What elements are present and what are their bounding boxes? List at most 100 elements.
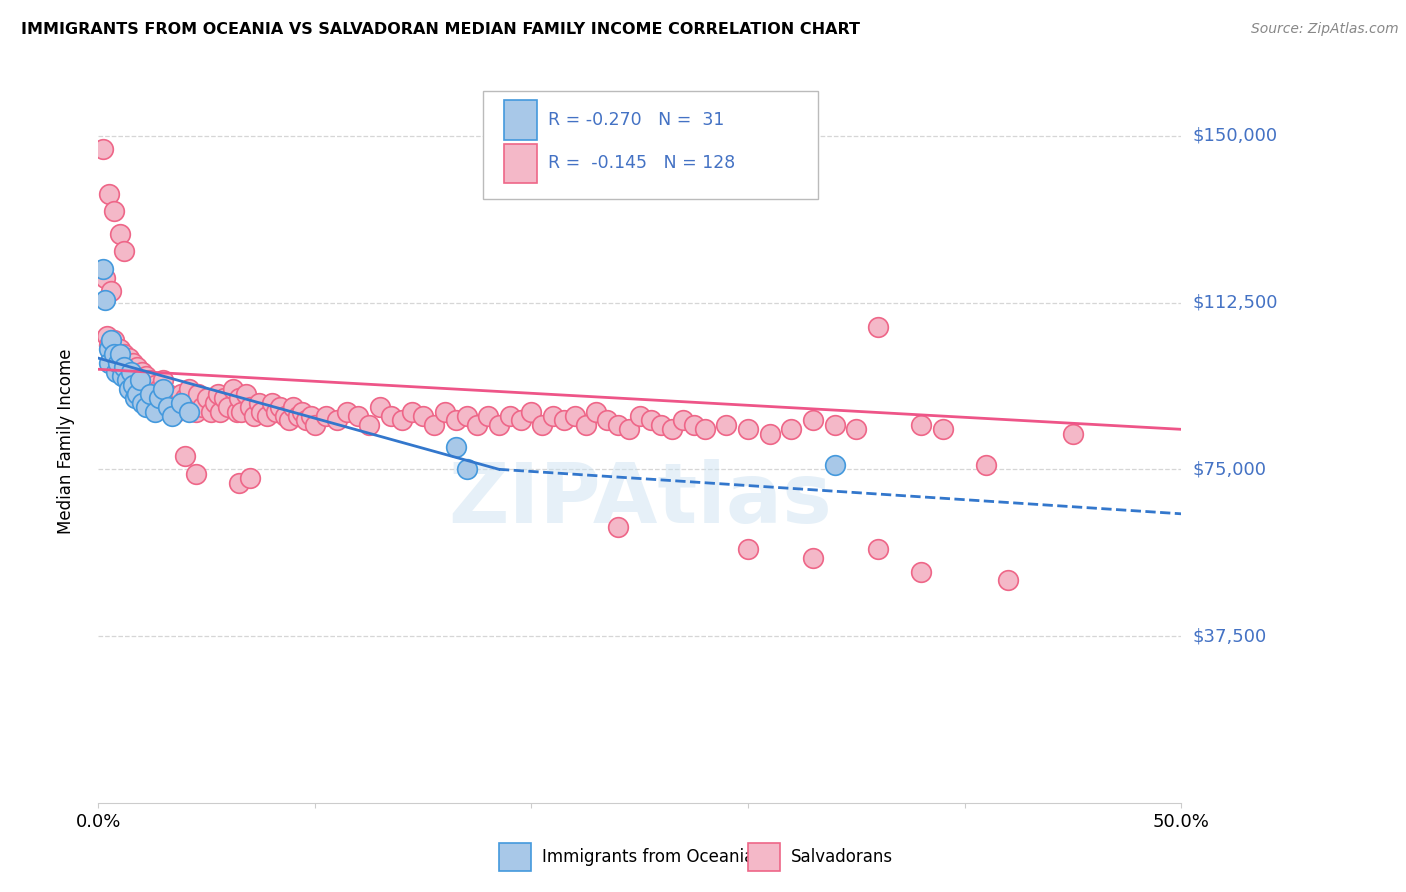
Point <box>758 426 780 441</box>
Point <box>111 368 134 383</box>
Point <box>120 364 142 378</box>
Point <box>531 417 554 432</box>
Point <box>359 417 381 432</box>
Point <box>824 458 846 472</box>
Point <box>112 360 135 375</box>
Point <box>672 413 695 427</box>
Point <box>974 458 997 472</box>
Point <box>575 417 598 432</box>
Point <box>295 413 318 427</box>
Text: R =  -0.145   N = 128: R = -0.145 N = 128 <box>548 154 735 172</box>
Point <box>716 417 738 432</box>
Point <box>184 404 207 418</box>
Point <box>628 409 651 423</box>
Point <box>108 347 131 361</box>
Point <box>122 356 145 370</box>
Point <box>256 409 278 423</box>
Point <box>115 360 138 375</box>
Point <box>737 542 759 557</box>
Point <box>607 417 630 432</box>
Point <box>269 400 291 414</box>
Point <box>401 404 423 418</box>
Point <box>107 356 129 370</box>
Point <box>127 386 149 401</box>
Point <box>932 422 955 436</box>
FancyBboxPatch shape <box>482 91 818 200</box>
Point <box>155 400 177 414</box>
Point <box>160 409 183 423</box>
Point <box>368 400 391 414</box>
Point <box>91 142 114 156</box>
Point <box>167 395 190 409</box>
Point <box>250 404 273 418</box>
Point <box>260 395 283 409</box>
Point <box>520 404 543 418</box>
Point <box>235 386 257 401</box>
Point <box>304 417 326 432</box>
Point <box>179 404 201 418</box>
Point <box>423 417 446 432</box>
Point <box>98 343 121 357</box>
Point <box>94 271 117 285</box>
Bar <box>499 843 531 871</box>
Point <box>118 382 141 396</box>
Point <box>124 391 146 405</box>
Point <box>866 320 889 334</box>
Point <box>650 417 672 432</box>
Point <box>195 391 218 405</box>
Point <box>170 386 193 401</box>
Point <box>780 422 803 436</box>
Point <box>607 520 630 534</box>
Point <box>131 364 153 378</box>
Point <box>104 364 127 378</box>
Point <box>221 382 243 396</box>
Point <box>136 382 159 396</box>
Point <box>135 400 157 414</box>
Point <box>444 440 467 454</box>
Point <box>801 551 824 566</box>
Point <box>98 356 121 370</box>
Point <box>910 417 932 432</box>
Point <box>104 343 127 357</box>
Point <box>107 351 129 366</box>
Point <box>120 364 142 378</box>
Text: $75,000: $75,000 <box>1192 460 1267 478</box>
Text: Salvadorans: Salvadorans <box>792 848 893 866</box>
Point <box>278 413 301 427</box>
Point <box>139 373 162 387</box>
Point <box>108 227 131 241</box>
Point <box>94 293 117 308</box>
Point <box>683 417 706 432</box>
Point <box>96 329 118 343</box>
Point <box>135 368 157 383</box>
Point <box>509 413 531 427</box>
Point <box>128 373 150 387</box>
Point <box>541 409 564 423</box>
Point <box>148 382 170 396</box>
Point <box>212 391 235 405</box>
Point <box>143 377 166 392</box>
Point <box>264 404 287 418</box>
Point <box>617 422 640 436</box>
Point <box>183 395 205 409</box>
Point <box>191 400 214 414</box>
Point <box>243 409 266 423</box>
Point <box>165 404 187 418</box>
Point <box>146 391 169 405</box>
Point <box>98 338 121 352</box>
Point <box>444 413 467 427</box>
Point <box>564 409 586 423</box>
Point <box>336 404 359 418</box>
Point <box>131 395 153 409</box>
Point <box>174 391 197 405</box>
Point <box>661 422 683 436</box>
Point <box>112 244 135 259</box>
Point <box>156 400 179 414</box>
Point <box>174 449 197 463</box>
Point <box>239 400 262 414</box>
Point <box>115 373 138 387</box>
Point <box>291 404 314 418</box>
Point <box>127 360 149 375</box>
Point <box>325 413 347 427</box>
Text: $112,500: $112,500 <box>1192 293 1278 311</box>
